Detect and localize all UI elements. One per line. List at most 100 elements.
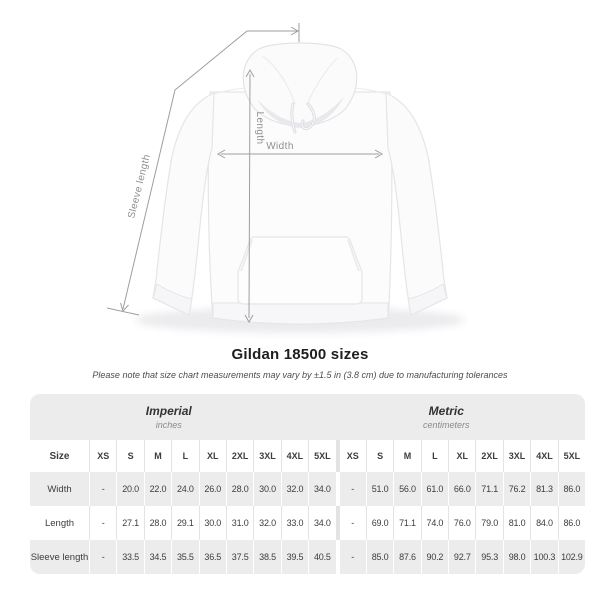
hood-fold-left	[262, 55, 296, 105]
size-header-cell: M	[393, 440, 420, 472]
value-cell: -	[89, 472, 116, 506]
hoodie-left-sleeve	[152, 92, 215, 316]
value-cell: 95.3	[475, 540, 502, 574]
row-label: Length	[44, 517, 75, 529]
kangaroo-pocket	[237, 236, 363, 305]
value-cell: 71.1	[475, 472, 502, 506]
imperial-label: Imperial	[145, 404, 192, 418]
sleeve-length-diagonal	[122, 30, 248, 310]
value-cell: 51.0	[365, 472, 393, 506]
hoodie-right-sleeve	[385, 92, 448, 316]
value-cell: 37.5	[225, 540, 253, 574]
value-cell: 31.0	[225, 506, 253, 540]
imperial-unit: inches	[155, 420, 182, 430]
value-cell: 32.0	[280, 472, 308, 506]
size-header-cell: XS	[335, 440, 366, 472]
width-arrowhead-left	[216, 149, 226, 159]
drawstring-right-highlight	[301, 103, 315, 130]
size-header-cell: XL	[198, 440, 226, 472]
value-cell: 39.5	[280, 540, 308, 574]
value-cell: 40.5	[308, 540, 335, 574]
value-cell: 33.0	[280, 506, 308, 540]
value-cell: 26.0	[198, 472, 226, 506]
value-cell: 81.3	[530, 472, 557, 506]
value-cell: 66.0	[448, 472, 475, 506]
value-cell: 92.7	[448, 540, 475, 574]
value-cell: -	[335, 540, 366, 574]
value-cell: 98.0	[502, 540, 530, 574]
size-header-cell: S	[365, 440, 393, 472]
value-cell: 35.5	[171, 540, 198, 574]
size-header-cell: 3XL	[502, 440, 530, 472]
value-cell: -	[89, 540, 116, 574]
size-header-cell: 5XL	[557, 440, 585, 472]
value-cell: 86.0	[557, 506, 585, 540]
hoodie-waistband	[212, 302, 389, 325]
row-label: Width	[47, 483, 72, 495]
value-cell: 86.0	[557, 472, 585, 506]
sleeve-bottom-tick	[106, 307, 140, 316]
value-cell: 56.0	[393, 472, 420, 506]
size-header-cell: 5XL	[308, 440, 335, 472]
value-cell: 28.0	[225, 472, 253, 506]
value-cell: 69.0	[365, 506, 393, 540]
hoodie-right-cuff	[407, 283, 448, 316]
value-cell: 22.0	[143, 472, 171, 506]
page-title: Gildan 18500 sizes	[231, 346, 369, 363]
size-header-cell: L	[171, 440, 198, 472]
value-cell: 84.0	[530, 506, 557, 540]
value-cell: 28.0	[143, 506, 171, 540]
tolerance-note: Please note that size chart measurements…	[92, 370, 508, 380]
value-cell: 71.1	[393, 506, 420, 540]
value-cell: 81.0	[502, 506, 530, 540]
size-header-cell: 4XL	[280, 440, 308, 472]
value-cell: 33.5	[116, 540, 143, 574]
pocket-opening-right	[347, 239, 360, 272]
width-label: Width	[266, 141, 294, 152]
size-header-cell: 2XL	[225, 440, 253, 472]
value-cell: 30.0	[198, 506, 226, 540]
size-header-row: Size XS S M L XL 2XL 3XL 4XL 5XL XS S M …	[30, 440, 585, 472]
value-cell: 76.0	[448, 506, 475, 540]
value-cell: 102.9	[557, 540, 585, 574]
size-header-cell: L	[420, 440, 448, 472]
hoodie-left-cuff	[152, 283, 193, 316]
measurement-lines	[106, 23, 384, 324]
size-header-cell: XS	[89, 440, 116, 472]
value-cell: -	[335, 472, 366, 506]
value-cell: 100.3	[530, 540, 557, 574]
value-cell: 36.5	[198, 540, 226, 574]
table-row-sleeve-length: Sleeve length - 33.5 34.5 35.5 36.5 37.5…	[30, 540, 585, 574]
value-cell: 79.0	[475, 506, 502, 540]
metric-unit: centimeters	[422, 420, 470, 430]
value-cell: 34.5	[143, 540, 171, 574]
size-header-cell: XL	[448, 440, 475, 472]
size-column-header: Size	[49, 450, 70, 462]
value-cell: 24.0	[171, 472, 198, 506]
value-cell: 34.0	[308, 472, 335, 506]
value-cell: 76.2	[502, 472, 530, 506]
pocket-opening-left	[240, 239, 253, 272]
size-header-cell: S	[116, 440, 143, 472]
hood-fold-right	[306, 57, 338, 106]
value-cell: -	[89, 506, 116, 540]
metric-label: Metric	[428, 404, 464, 418]
value-cell: 29.1	[171, 506, 198, 540]
size-header-cell: 4XL	[530, 440, 557, 472]
value-cell: 87.6	[393, 540, 420, 574]
size-header-cell: 2XL	[475, 440, 502, 472]
value-cell: 30.0	[253, 472, 280, 506]
length-arrowhead-top	[245, 68, 255, 78]
value-cell: 61.0	[420, 472, 448, 506]
hood-opening	[257, 97, 344, 128]
table-row-length: Length - 27.1 28.0 29.1 30.0 31.0 32.0 3…	[30, 506, 585, 540]
length-arrowhead-bottom	[244, 314, 254, 324]
length-label: Length	[254, 112, 265, 145]
width-arrowhead-right	[374, 149, 384, 159]
value-cell: 90.2	[420, 540, 448, 574]
value-cell: 27.1	[116, 506, 143, 540]
table-row-width: Width - 20.0 22.0 24.0 26.0 28.0 30.0 32…	[30, 472, 585, 506]
unit-header-band: Imperial inches Metric centimeters	[30, 394, 585, 440]
value-cell: 74.0	[420, 506, 448, 540]
